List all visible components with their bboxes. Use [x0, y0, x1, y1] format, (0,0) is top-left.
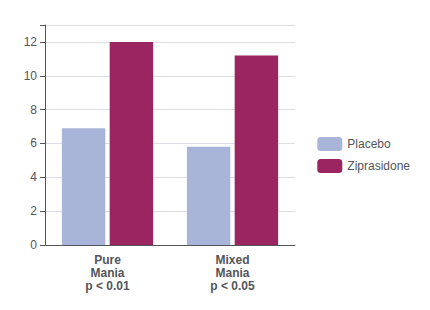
svg-text:Pure: Pure [94, 253, 121, 267]
svg-text:0: 0 [30, 238, 37, 252]
svg-text:12: 12 [24, 35, 38, 49]
svg-text:6: 6 [30, 136, 37, 150]
svg-text:8: 8 [30, 103, 37, 117]
svg-text:Ziprasidone: Ziprasidone [347, 159, 410, 173]
svg-text:4: 4 [30, 170, 37, 184]
svg-text:Mania: Mania [215, 266, 249, 280]
svg-text:10: 10 [24, 69, 38, 83]
svg-text:Mixed: Mixed [215, 253, 249, 267]
svg-text:Mania: Mania [90, 266, 124, 280]
svg-text:Placebo: Placebo [347, 137, 391, 151]
svg-text:2: 2 [30, 204, 37, 218]
svg-text:p < 0.01: p < 0.01 [85, 279, 130, 293]
svg-text:p < 0.05: p < 0.05 [210, 279, 255, 293]
